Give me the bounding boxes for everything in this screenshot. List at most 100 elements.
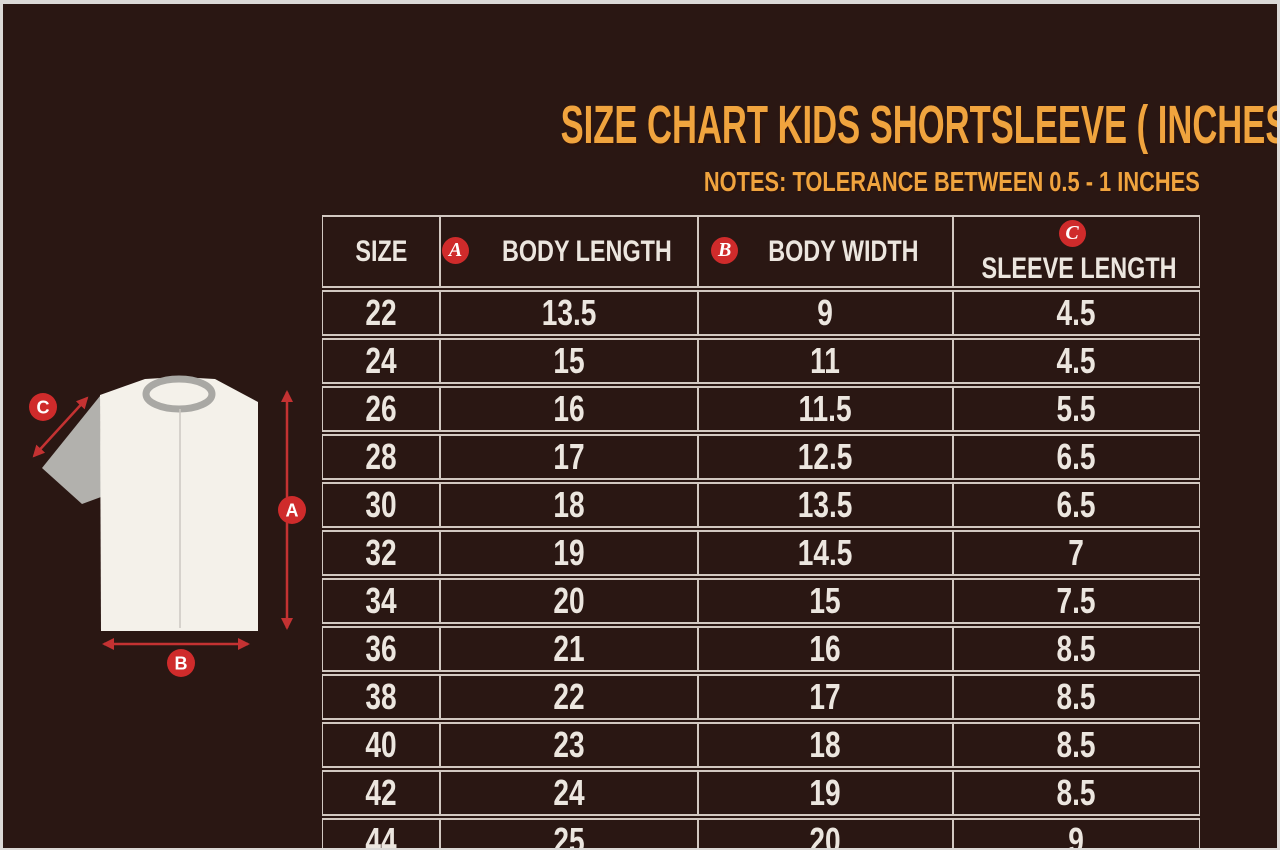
column-header-size: SIZE [322, 215, 440, 289]
table-row: 44 25 20 9 [322, 818, 1200, 850]
cell-value: 19 [809, 772, 842, 814]
size-cell: 32 [322, 530, 440, 577]
measurement-cell: 14.5 [698, 530, 953, 577]
cell-value: 26 [365, 388, 397, 430]
measurement-cell: 12.5 [698, 434, 953, 481]
column-label: SLEEVE LENGTH [981, 252, 1177, 286]
measurement-cell: 16 [698, 626, 953, 673]
size-cell: 34 [322, 578, 440, 625]
cell-value: 19 [553, 532, 585, 574]
size-cell: 38 [322, 674, 440, 721]
cell-value: 38 [365, 676, 397, 718]
table-row: 28 17 12.5 6.5 [322, 434, 1200, 481]
measurement-cell: 25 [440, 818, 698, 850]
cell-value: 4.5 [1056, 292, 1097, 334]
table-row: 36 21 16 8.5 [322, 626, 1200, 673]
measurement-cell: 7 [953, 530, 1200, 577]
cell-value: 20 [809, 820, 842, 850]
measurement-cell: 8.5 [953, 674, 1200, 721]
column-label: BODY LENGTH [502, 235, 672, 269]
measurement-cell: 6.5 [953, 482, 1200, 529]
size-cell: 22 [322, 290, 440, 337]
cell-value: 4.5 [1056, 340, 1097, 382]
table-row: 24 15 11 4.5 [322, 338, 1200, 385]
cell-value: 7 [1068, 532, 1085, 574]
cell-value: 6.5 [1056, 436, 1097, 478]
tshirt-measurement-diagram: A B C [29, 375, 306, 677]
column-label: BODY WIDTH [768, 235, 919, 269]
size-cell: 24 [322, 338, 440, 385]
size-cell: 30 [322, 482, 440, 529]
cell-value: 17 [553, 436, 585, 478]
cell-value: 9 [817, 292, 834, 334]
cell-value: 22 [365, 292, 397, 334]
measurement-cell: 24 [440, 770, 698, 817]
cell-value: 8.5 [1056, 724, 1097, 766]
measurement-cell: 9 [698, 290, 953, 337]
size-table-body: 22 13.5 9 4.5 24 15 11 4.5 26 16 11.5 5.5 28 17 12.5 6.… [322, 290, 1200, 850]
diagram-badge-a: A [278, 496, 306, 524]
page-title-text: SIZE CHART KIDS SHORTSLEEVE ( INCHES ) [560, 95, 1280, 155]
size-cell: 28 [322, 434, 440, 481]
size-table-header-row: SIZE A BODY LENGTH B BODY WIDTH C SLEEVE LENGT… [322, 215, 1200, 289]
diagram-badge-a-letter: A [286, 501, 299, 521]
cell-value: 15 [553, 340, 585, 382]
cell-value: 18 [553, 484, 585, 526]
measurement-cell: 6.5 [953, 434, 1200, 481]
cell-value: 11.5 [798, 388, 853, 430]
measurement-cell: 17 [440, 434, 698, 481]
column-header-sleeve-length: C SLEEVE LENGTH [953, 215, 1200, 289]
cell-value: 15 [809, 580, 842, 622]
cell-value: 24 [365, 340, 397, 382]
measurement-cell: 22 [440, 674, 698, 721]
column-badge-a: A [442, 236, 470, 264]
size-cell: 44 [322, 818, 440, 848]
size-cell: 42 [322, 770, 440, 817]
measurement-cell: 15 [440, 338, 698, 385]
size-cell: 26 [322, 386, 440, 433]
column-badge-c: C [1058, 219, 1086, 247]
cell-value: 42 [365, 772, 397, 814]
cell-value: 11 [810, 340, 841, 382]
cell-value: 18 [809, 724, 842, 766]
cell-value: 30 [365, 484, 397, 526]
measurement-cell: 23 [440, 722, 698, 769]
tolerance-note-text: NOTES: TOLERANCE BETWEEN 0.5 - 1 INCHES [704, 166, 1200, 197]
cell-value: 6.5 [1056, 484, 1097, 526]
table-row: 22 13.5 9 4.5 [322, 290, 1200, 337]
cell-value: 24 [553, 772, 585, 814]
size-cell: 36 [322, 626, 440, 673]
cell-value: 7.5 [1056, 580, 1097, 622]
measurement-cell: 16 [440, 386, 698, 433]
size-chart-table: SIZE A BODY LENGTH B BODY WIDTH C SLEEVE LENGT… [322, 213, 1200, 850]
measurement-cell: 13.5 [440, 290, 698, 337]
measurement-cell: 19 [440, 530, 698, 577]
measurement-cell: 8.5 [953, 626, 1200, 673]
measurement-cell: 15 [698, 578, 953, 625]
cell-value: 13.5 [541, 292, 597, 334]
measurement-cell: 7.5 [953, 578, 1200, 625]
column-badge-b: B [711, 236, 739, 264]
cell-value: 23 [553, 724, 585, 766]
measurement-cell: 9 [953, 818, 1200, 850]
cell-value: 25 [553, 820, 585, 850]
table-row: 38 22 17 8.5 [322, 674, 1200, 721]
cell-value: 14.5 [798, 532, 853, 574]
table-row: 26 16 11.5 5.5 [322, 386, 1200, 433]
cell-value: 8.5 [1056, 772, 1097, 814]
diagram-badge-b-letter: B [175, 654, 188, 674]
measurement-cell: 11 [698, 338, 953, 385]
measurement-cell: 20 [698, 818, 953, 850]
measurement-cell: 18 [440, 482, 698, 529]
measurement-cell: 13.5 [698, 482, 953, 529]
cell-value: 17 [809, 676, 842, 718]
measurement-cell: 5.5 [953, 386, 1200, 433]
cell-value: 13.5 [798, 484, 853, 526]
column-label: SIZE [354, 235, 408, 269]
shirt-body-shape [100, 377, 258, 631]
cell-value: 32 [365, 532, 397, 574]
measurement-cell: 11.5 [698, 386, 953, 433]
page-title: SIZE CHART KIDS SHORTSLEEVE ( INCHES ) [350, 95, 1277, 155]
size-cell: 40 [322, 722, 440, 769]
cell-value: 9 [1068, 820, 1085, 850]
